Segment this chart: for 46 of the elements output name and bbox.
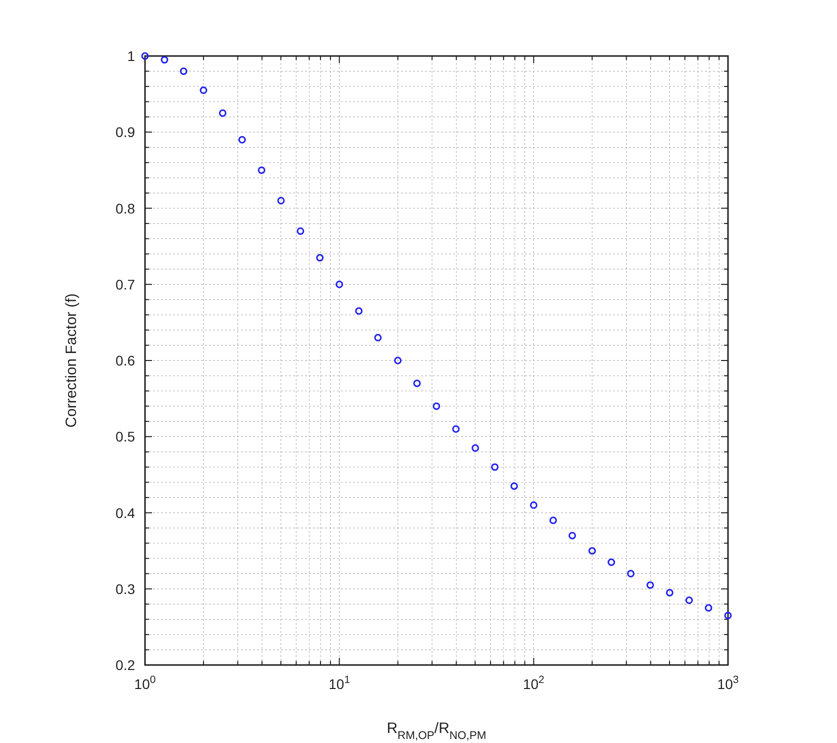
point <box>218 109 226 117</box>
y-tick-label: 0.8 <box>116 200 136 216</box>
point <box>277 196 285 204</box>
y-tick-label: 0.9 <box>116 124 136 140</box>
point <box>258 166 266 174</box>
point <box>685 596 693 604</box>
point <box>355 307 363 315</box>
point <box>530 501 538 509</box>
point <box>510 482 518 490</box>
point <box>180 67 188 75</box>
x-tick-label: 10$^{0}$ <box>134 674 156 692</box>
point <box>160 56 168 64</box>
point <box>394 356 402 364</box>
point <box>141 52 149 60</box>
point <box>491 463 499 471</box>
y-tick-label: 0.2 <box>116 657 136 673</box>
point <box>316 254 324 262</box>
point <box>704 604 712 612</box>
x-tick-label: 10$^{1}$ <box>328 674 350 692</box>
y-tick-label: 1 <box>127 48 136 64</box>
x-tick-label: 10$^{2}$ <box>522 674 545 692</box>
y-tick-label: 0.6 <box>116 352 136 368</box>
point <box>588 547 596 555</box>
point <box>296 227 304 235</box>
point <box>200 86 208 94</box>
y-tick-label: 0.4 <box>116 504 136 521</box>
point <box>238 136 246 144</box>
point <box>666 588 674 596</box>
point <box>549 516 557 524</box>
point <box>627 570 635 578</box>
point <box>374 334 382 342</box>
point <box>452 425 460 433</box>
y-tick-label: 0.7 <box>116 276 136 292</box>
point <box>608 558 616 566</box>
y-axis-title: Correction Factor (f) <box>63 293 80 428</box>
point <box>413 380 421 388</box>
y-tick-label: 0.5 <box>116 428 136 445</box>
x-axis-title: R$_{RM,OP}$/R$_{NO,PM}$ <box>386 720 486 742</box>
y-tick-label: 0.3 <box>116 580 136 597</box>
point <box>724 612 732 620</box>
point <box>432 402 440 410</box>
point <box>336 280 344 288</box>
point <box>568 532 576 540</box>
point <box>472 444 480 452</box>
point <box>646 581 654 589</box>
x-tick-label: 10$^{3}$ <box>717 674 739 692</box>
